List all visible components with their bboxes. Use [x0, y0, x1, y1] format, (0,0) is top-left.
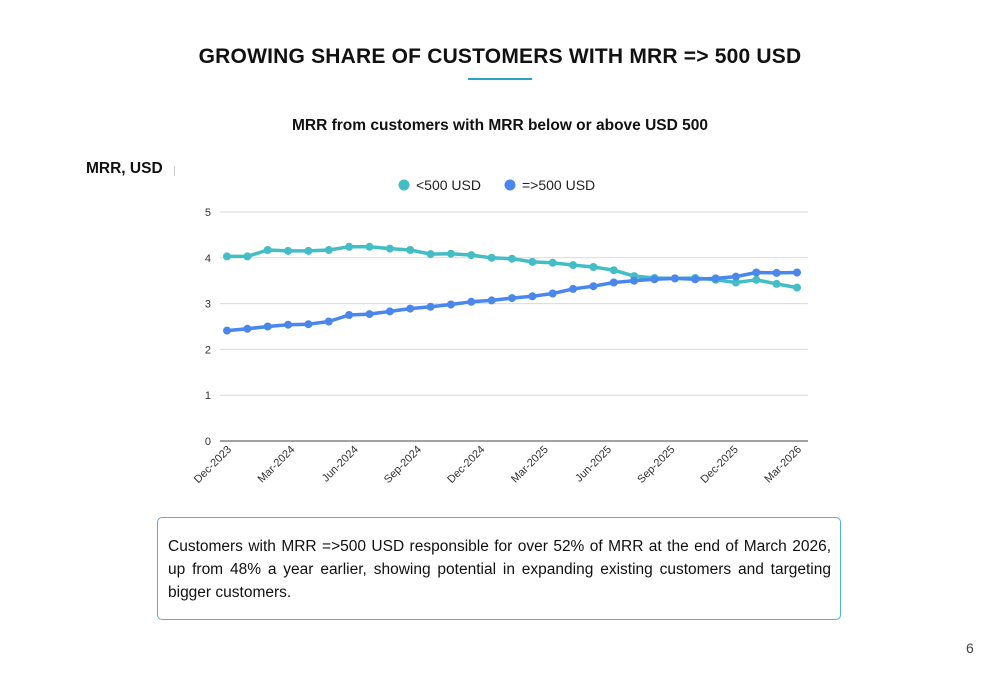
y-axis-label: MRR, USD — [86, 160, 163, 177]
data-point — [772, 268, 781, 277]
y-tick-label: 1 — [205, 390, 211, 402]
data-point — [446, 249, 455, 258]
x-tick-label: Sep-2025 — [635, 444, 677, 486]
title-underline — [468, 78, 532, 80]
data-point — [772, 279, 781, 288]
data-point — [365, 242, 374, 251]
data-point — [223, 326, 231, 335]
y-tick-label: 4 — [205, 253, 211, 265]
summary-callout: Customers with MRR =>500 USD responsible… — [157, 517, 841, 620]
data-point — [609, 278, 618, 287]
data-point — [589, 282, 598, 291]
data-point — [589, 263, 598, 271]
data-point — [752, 275, 761, 284]
data-point — [426, 302, 435, 311]
data-point — [385, 307, 394, 316]
data-point — [446, 300, 455, 309]
data-point — [426, 250, 435, 259]
y-tick-label: 0 — [205, 436, 211, 448]
data-point — [793, 283, 801, 292]
data-point — [243, 252, 252, 261]
data-point — [406, 246, 415, 254]
data-point — [345, 242, 354, 251]
x-tick-label: Jun-2024 — [320, 444, 361, 485]
page-number: 6 — [966, 640, 974, 656]
data-point — [263, 246, 272, 254]
data-point — [528, 257, 537, 266]
series-line — [225, 245, 799, 290]
data-point — [752, 268, 761, 277]
data-point — [508, 294, 516, 303]
data-point — [569, 284, 578, 293]
x-tick-label: Dec-2023 — [192, 444, 234, 486]
data-point — [630, 276, 639, 285]
x-tick-label: Mar-2024 — [256, 444, 298, 486]
legend-label: <500 USD — [416, 177, 481, 193]
chart-title: MRR from customers with MRR below or abo… — [292, 117, 708, 134]
data-point — [670, 274, 679, 283]
legend-marker — [398, 179, 410, 191]
x-tick-label: Mar-2026 — [762, 444, 804, 486]
data-point — [650, 275, 659, 284]
data-point — [731, 272, 740, 281]
data-point — [223, 252, 231, 261]
legend-marker — [504, 179, 516, 191]
data-point — [324, 246, 333, 254]
x-tick-label: Jun-2025 — [573, 444, 614, 485]
data-point — [548, 258, 557, 267]
y-tick-label: 2 — [205, 344, 211, 356]
data-point — [467, 297, 476, 306]
data-point — [284, 320, 293, 329]
data-point — [691, 275, 700, 284]
data-point — [243, 324, 252, 333]
data-point — [304, 246, 313, 255]
data-point — [528, 292, 537, 301]
y-tick-label: 5 — [205, 207, 211, 219]
data-point — [609, 266, 618, 275]
legend-label: =>500 USD — [522, 177, 595, 193]
data-point — [569, 261, 578, 270]
data-point — [793, 268, 801, 277]
data-point — [487, 296, 496, 305]
x-tick-label: Dec-2025 — [699, 444, 741, 486]
data-point — [304, 320, 313, 329]
data-point — [263, 322, 272, 331]
data-point — [385, 244, 394, 253]
data-point — [711, 274, 720, 283]
data-point — [487, 253, 496, 262]
data-point — [345, 311, 354, 319]
data-point — [406, 304, 415, 313]
data-point — [731, 278, 740, 287]
x-tick-label: Mar-2025 — [509, 444, 551, 486]
data-point — [284, 246, 293, 255]
summary-text: Customers with MRR =>500 USD responsible… — [168, 538, 831, 601]
x-tick-label: Sep-2024 — [382, 444, 424, 486]
data-point — [365, 310, 374, 319]
x-tick-label: Dec-2024 — [445, 444, 487, 486]
data-point — [467, 251, 476, 260]
data-point — [324, 317, 333, 326]
data-point — [508, 254, 516, 263]
y-tick-label: 3 — [205, 299, 211, 311]
data-point — [548, 289, 557, 298]
axis-label-tick — [174, 166, 175, 176]
page-title: GROWING SHARE OF CUSTOMERS WITH MRR => 5… — [198, 45, 802, 68]
